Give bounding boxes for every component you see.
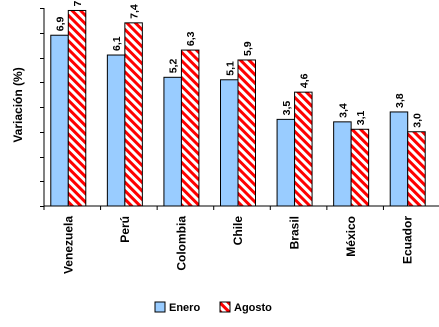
value-label: 3,0 — [411, 113, 423, 128]
bar-enero-5 — [333, 121, 352, 207]
legend-swatch-enero — [154, 301, 166, 313]
bar-agosto-0 — [67, 9, 87, 207]
value-label: 7,9 — [72, 0, 84, 6]
bar-agosto-5 — [350, 128, 370, 207]
legend-label: Enero — [169, 302, 200, 314]
category-label: Brasil — [288, 216, 302, 249]
legend-label: Agosto — [234, 302, 272, 314]
bar-agosto-6 — [407, 131, 426, 207]
bar-enero-0 — [50, 34, 69, 207]
bar-enero-4 — [276, 118, 296, 207]
value-label: 6,1 — [111, 36, 123, 51]
bar-agosto-4 — [294, 91, 313, 207]
value-label: 7,4 — [129, 4, 141, 19]
value-label: 5,9 — [242, 41, 254, 56]
value-label: 3,5 — [281, 101, 293, 116]
legend: Enero Agosto — [154, 301, 272, 314]
category-label: Chile — [231, 216, 245, 246]
value-label: 3,4 — [337, 103, 349, 118]
bar-agosto-3 — [237, 59, 256, 207]
bar-agosto-2 — [180, 49, 200, 207]
bars — [50, 9, 426, 207]
category-label: México — [344, 216, 358, 257]
y-axis-label: Variación (%) — [11, 67, 25, 142]
bar-enero-2 — [163, 76, 182, 207]
category-labels: Venezuela Perú Colombia Chile Brasil México Ec… — [61, 216, 414, 274]
value-label: 3,8 — [394, 93, 406, 108]
value-label: 5,2 — [168, 59, 180, 74]
value-label: 6,3 — [185, 31, 197, 46]
bar-enero-1 — [106, 54, 126, 207]
value-label: 3,1 — [355, 111, 367, 126]
value-labels: 6,9 7,9 6,1 7,4 5,2 6,3 5,1 5,9 3,5 4,6 3,4 3,1 3,8 3… — [55, 0, 424, 128]
category-label: Venezuela — [61, 216, 75, 274]
category-label: Ecuador — [401, 216, 415, 264]
bar-enero-6 — [389, 111, 409, 207]
value-label: 5,1 — [224, 61, 236, 76]
category-label: Perú — [118, 216, 132, 243]
legend-swatch-agosto — [219, 301, 231, 313]
bar-agosto-1 — [124, 22, 143, 207]
category-label: Colombia — [174, 216, 188, 271]
value-label: 6,9 — [55, 16, 67, 31]
value-label: 4,6 — [298, 73, 310, 88]
bar-enero-3 — [220, 79, 239, 207]
